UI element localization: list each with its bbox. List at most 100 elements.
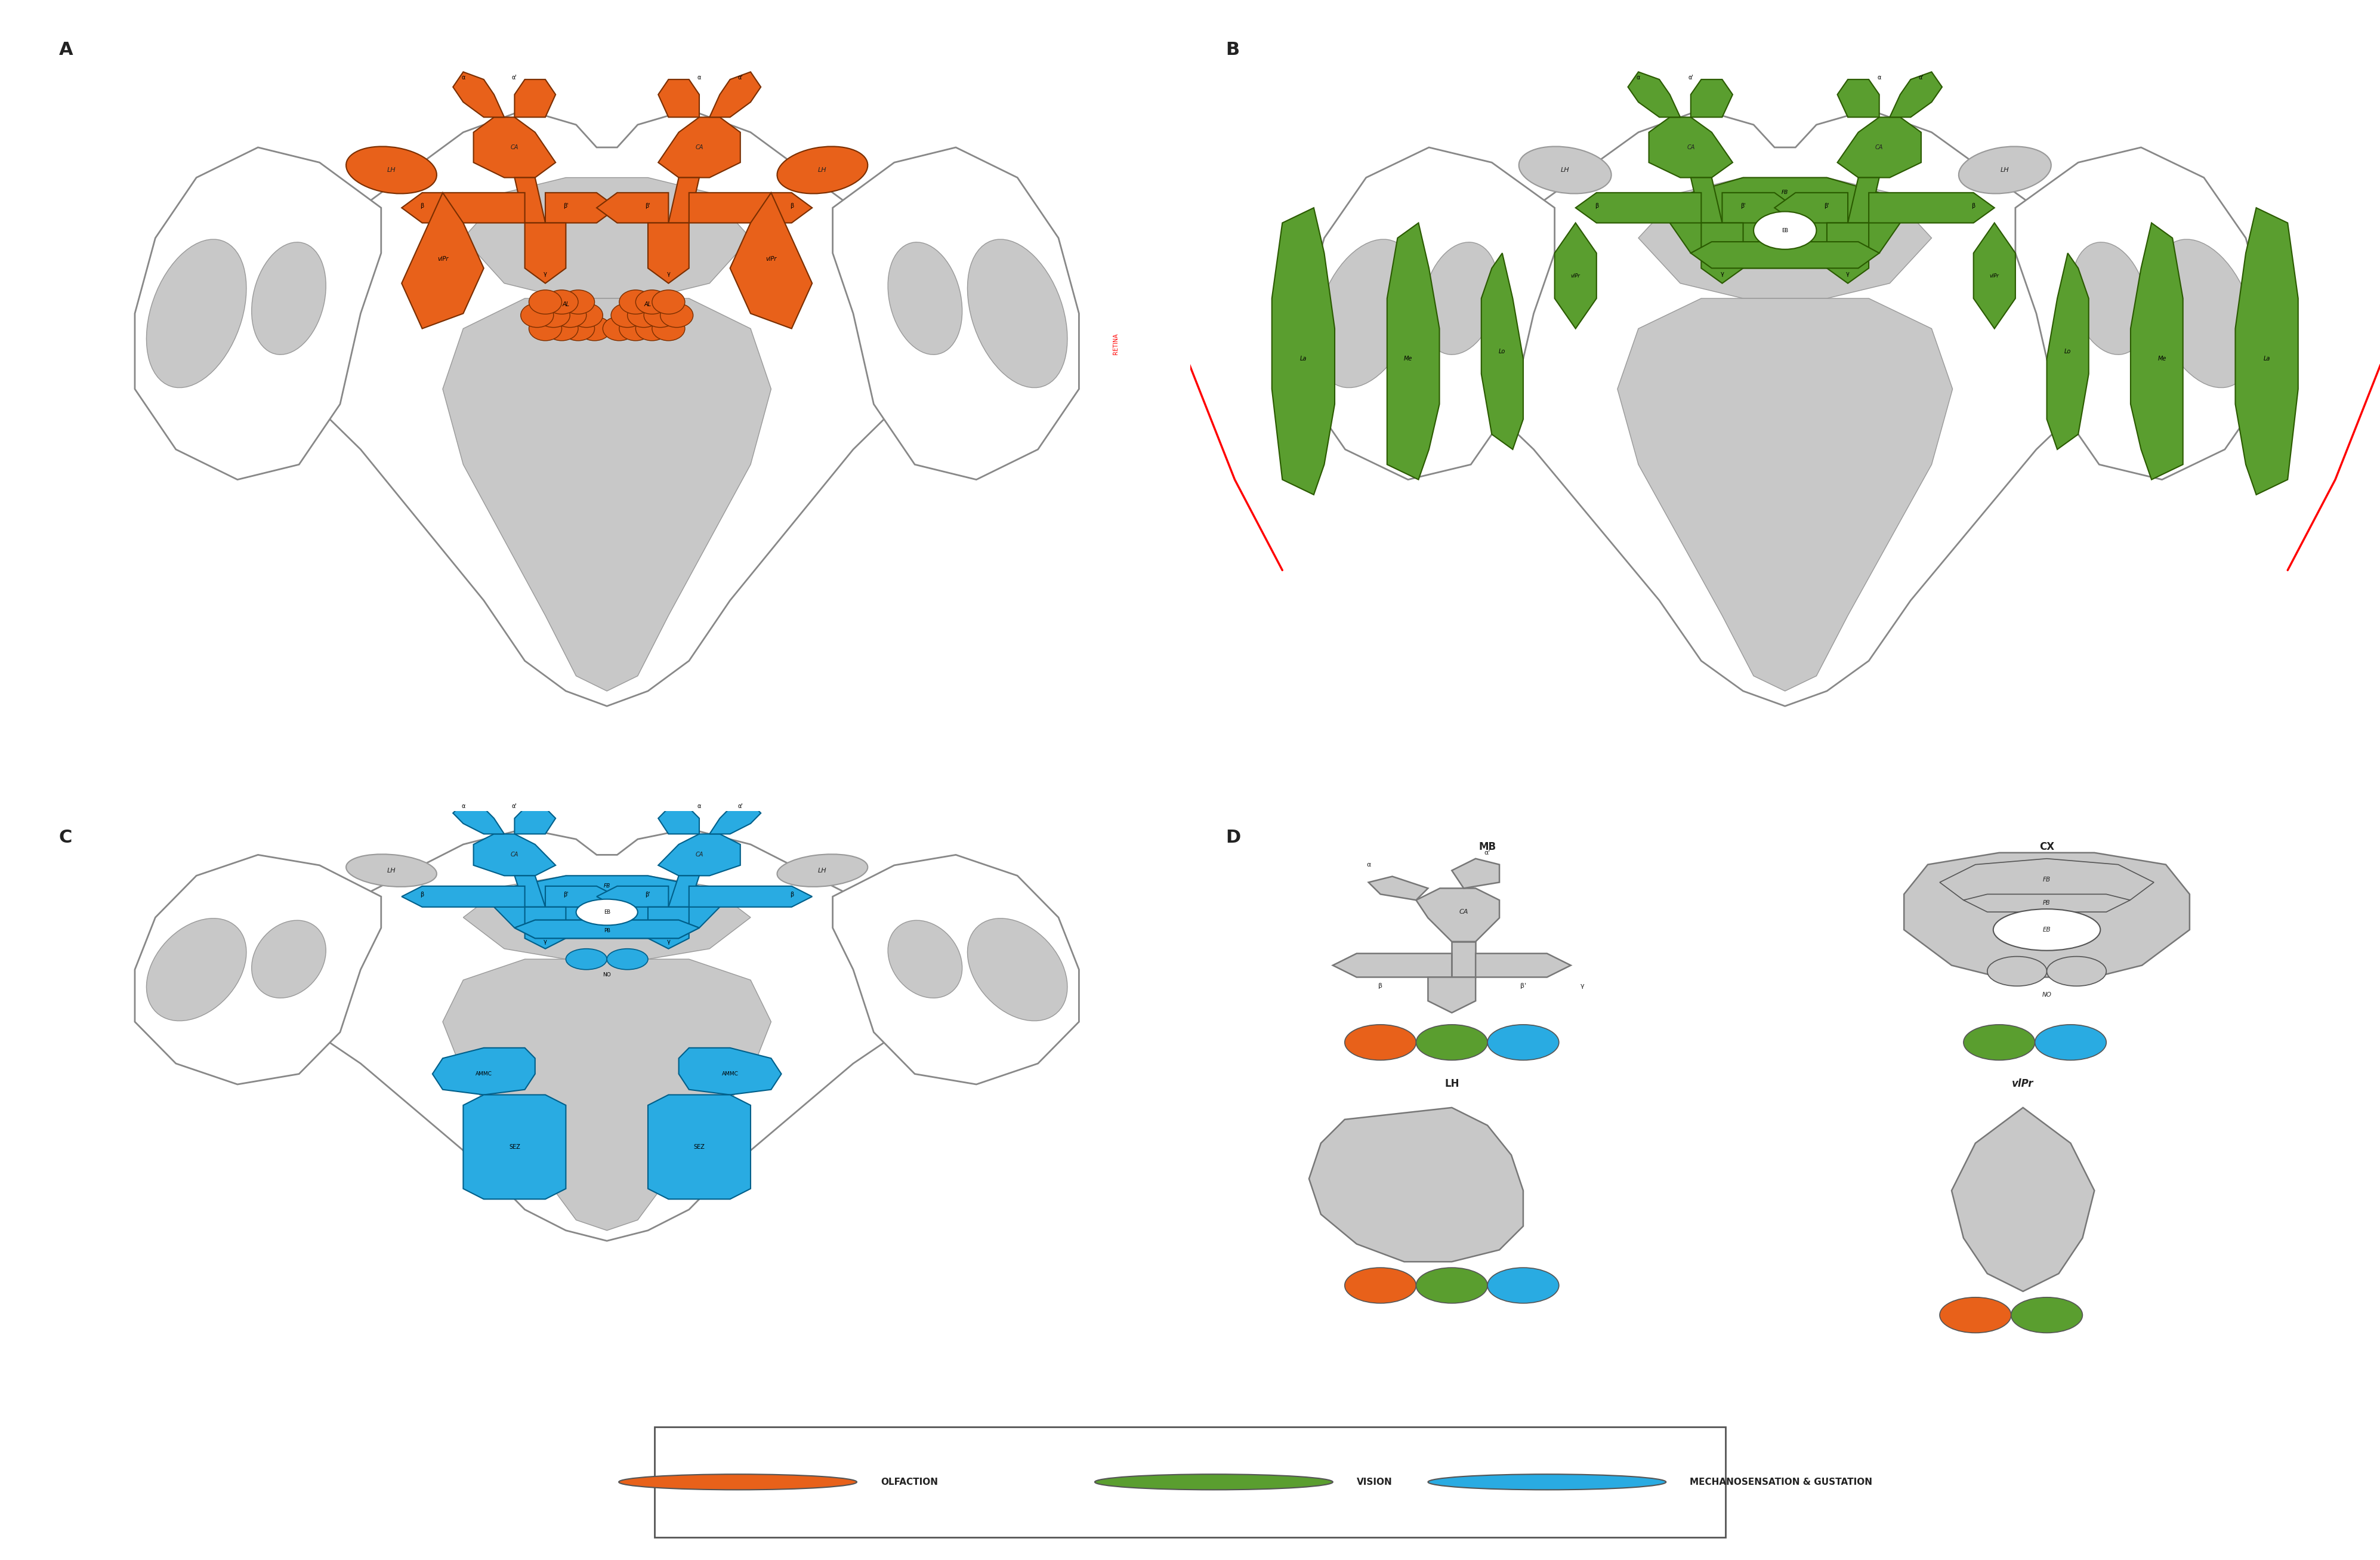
Circle shape [1416, 1025, 1488, 1061]
Text: FB: FB [2042, 877, 2052, 883]
Polygon shape [1628, 72, 1680, 117]
Polygon shape [833, 855, 1078, 1084]
Polygon shape [545, 886, 616, 906]
Circle shape [652, 290, 685, 314]
Text: NO: NO [2042, 992, 2052, 998]
Circle shape [1488, 1025, 1559, 1061]
Circle shape [1095, 1474, 1333, 1490]
Ellipse shape [576, 899, 638, 925]
Polygon shape [514, 920, 700, 938]
Text: α': α' [1918, 75, 1923, 81]
Text: AL: AL [562, 301, 569, 307]
Text: vlPr: vlPr [438, 256, 447, 262]
Text: α': α' [738, 803, 743, 810]
Circle shape [1345, 1268, 1416, 1303]
Text: γ: γ [666, 271, 671, 278]
Polygon shape [464, 875, 750, 959]
Polygon shape [659, 80, 700, 117]
Text: γ: γ [666, 939, 671, 945]
Text: β: β [1971, 203, 1975, 209]
Polygon shape [1452, 942, 1476, 977]
Polygon shape [1637, 178, 1933, 298]
Polygon shape [2235, 207, 2299, 495]
Polygon shape [659, 835, 740, 875]
Polygon shape [495, 875, 719, 938]
Text: AMMC: AMMC [721, 1072, 738, 1076]
Ellipse shape [888, 242, 962, 354]
Polygon shape [1904, 853, 2190, 977]
Circle shape [1987, 956, 2047, 986]
FancyBboxPatch shape [655, 1426, 1725, 1538]
Text: β': β' [564, 203, 569, 209]
Polygon shape [1837, 80, 1880, 117]
Polygon shape [1649, 117, 1733, 178]
Polygon shape [659, 808, 700, 835]
Polygon shape [2016, 147, 2266, 479]
Polygon shape [514, 920, 700, 938]
Polygon shape [1416, 888, 1499, 942]
Polygon shape [669, 178, 700, 223]
Circle shape [1963, 1025, 2035, 1061]
Text: FB: FB [1783, 190, 1787, 195]
Text: MECHANOSENSATION & GUSTATION: MECHANOSENSATION & GUSTATION [1690, 1477, 1873, 1487]
Text: AMMC: AMMC [476, 1072, 493, 1076]
Polygon shape [1828, 223, 1868, 284]
Polygon shape [1428, 977, 1476, 1012]
Polygon shape [1618, 298, 1952, 691]
Polygon shape [1963, 894, 2130, 913]
Circle shape [607, 948, 647, 970]
Circle shape [562, 317, 595, 340]
Text: SEZ: SEZ [509, 1143, 521, 1150]
Text: vlPr: vlPr [766, 256, 776, 262]
Text: CX: CX [2040, 841, 2054, 852]
Text: EB: EB [1783, 228, 1787, 232]
Text: α': α' [512, 803, 516, 810]
Text: PB: PB [2042, 900, 2052, 906]
Polygon shape [2130, 223, 2182, 479]
Circle shape [566, 948, 607, 970]
Text: Me: Me [2159, 356, 2166, 362]
Text: β: β [790, 892, 793, 897]
Ellipse shape [1959, 147, 2052, 193]
Text: SEZ: SEZ [693, 1143, 704, 1150]
Circle shape [619, 290, 652, 314]
Ellipse shape [778, 147, 869, 193]
Text: CA: CA [1687, 145, 1695, 150]
Circle shape [659, 303, 693, 328]
Ellipse shape [1992, 909, 2099, 950]
Polygon shape [1480, 253, 1523, 449]
Text: vlPr: vlPr [1571, 273, 1580, 278]
Polygon shape [1702, 223, 1742, 284]
Text: LH: LH [1561, 167, 1568, 173]
Text: vlPr: vlPr [1990, 273, 1999, 278]
Circle shape [555, 303, 585, 328]
Polygon shape [1973, 223, 2016, 329]
Polygon shape [443, 959, 771, 1231]
Circle shape [2011, 1298, 2082, 1332]
Polygon shape [1671, 178, 1899, 268]
Text: PB: PB [605, 928, 609, 933]
Polygon shape [1576, 193, 1702, 223]
Polygon shape [136, 855, 381, 1084]
Polygon shape [1837, 117, 1921, 178]
Polygon shape [1868, 193, 1994, 223]
Circle shape [612, 303, 645, 328]
Polygon shape [659, 117, 740, 178]
Text: β': β' [564, 892, 569, 897]
Polygon shape [1723, 193, 1795, 223]
Polygon shape [464, 178, 750, 298]
Text: γ: γ [543, 939, 547, 945]
Circle shape [1428, 1474, 1666, 1490]
Circle shape [538, 303, 569, 328]
Polygon shape [402, 193, 483, 329]
Polygon shape [688, 193, 812, 223]
Polygon shape [597, 193, 669, 223]
Polygon shape [1554, 223, 1597, 329]
Text: LH: LH [1445, 1078, 1459, 1089]
Polygon shape [1388, 223, 1440, 479]
Text: γ: γ [1847, 271, 1849, 278]
Polygon shape [678, 1048, 781, 1095]
Polygon shape [688, 886, 812, 906]
Circle shape [545, 317, 578, 340]
Text: β: β [1378, 983, 1383, 989]
